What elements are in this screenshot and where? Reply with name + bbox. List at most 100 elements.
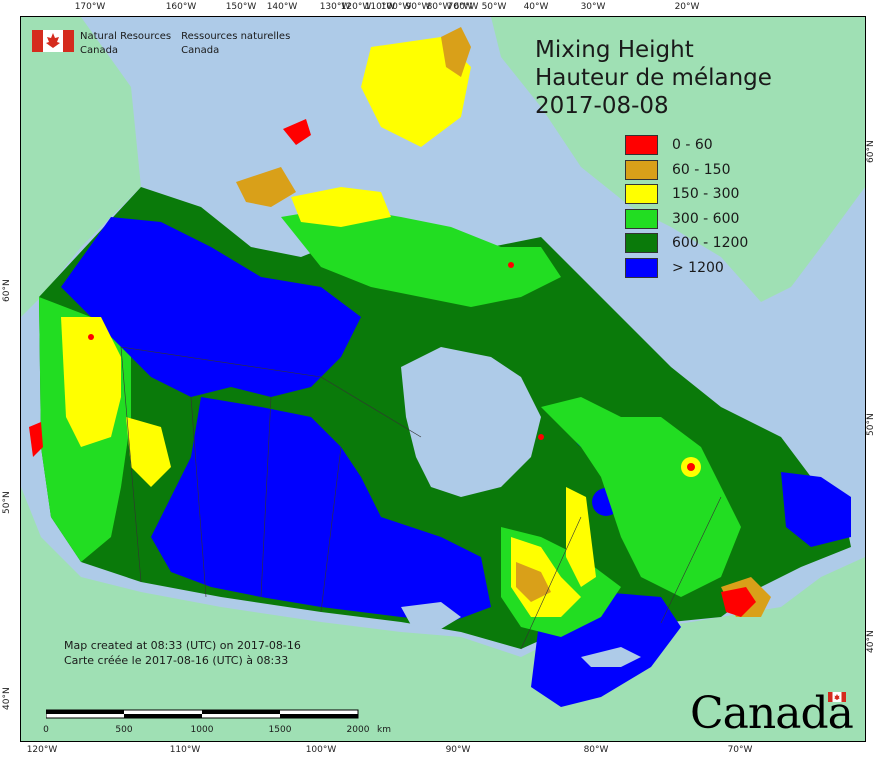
top-tick-label: 40°W: [523, 2, 549, 12]
wordmark-flag-icon: [828, 692, 846, 702]
title-en: Mixing Height: [535, 37, 694, 63]
greenland-land: [491, 17, 865, 302]
department-name-fr-line1: Ressources naturelles: [181, 31, 291, 42]
bottom-tick-label: 70°W: [727, 745, 753, 755]
scale-label: 1500: [268, 725, 292, 735]
creation-note-fr: Carte créée le 2017-08-16 (UTC) à 08:33: [64, 654, 289, 667]
province-border: [120, 346, 422, 438]
province-border: [320, 446, 342, 613]
top-tick-label: 80°W: [426, 2, 452, 12]
legend-item: 600 - 1200: [625, 231, 748, 256]
hudson-bay: [401, 347, 541, 497]
usa-land: [21, 487, 865, 741]
department-name-en-line1: Natural Resources: [80, 31, 172, 42]
department-name-en-line2: Canada: [80, 45, 119, 56]
right-tick-label: 50°N: [866, 413, 876, 436]
province-border: [520, 516, 582, 650]
map-frame: [20, 16, 866, 742]
legend-swatch: [625, 257, 658, 278]
mixing-zone-red-spot: [687, 463, 695, 471]
left-tick-label: 40°N: [2, 687, 12, 710]
department-name-fr-line2: Canada: [181, 45, 220, 56]
legend-swatch: [625, 208, 658, 229]
legend-label: 150 - 300: [672, 186, 740, 203]
mixing-zone-red-spot: [538, 434, 544, 440]
scale-bar: 0 500 1000 1500 2000 km: [43, 704, 391, 737]
canada-wordmark: Canada: [690, 688, 854, 739]
legend-swatch: [625, 159, 658, 180]
legend-item: 0 - 60: [625, 133, 748, 158]
bottom-tick-label: 110°W: [169, 745, 201, 755]
legend: 0 - 60 60 - 150 150 - 300 300 - 600 600 - 12…: [625, 133, 748, 280]
mixing-zone-yellow-arctic: [361, 37, 471, 147]
legend-item: > 1200: [625, 256, 748, 281]
legend-item: 60 - 150: [625, 158, 748, 183]
top-tick-label: 110°W: [364, 2, 396, 12]
legend-label: > 1200: [672, 259, 724, 276]
scale-label: 0: [43, 725, 49, 735]
mixing-zone-yellow-bc: [61, 317, 121, 447]
top-tick-label: 50°W: [481, 2, 507, 12]
province-border: [660, 496, 722, 624]
mixing-zone-yellow-prairie: [126, 417, 171, 487]
mixing-zone-orange-bay: [516, 562, 551, 602]
great-lakes: [581, 647, 641, 667]
province-border: [260, 396, 272, 598]
right-tick-label: 60°N: [866, 140, 876, 163]
left-tick-label: 50°N: [2, 491, 12, 514]
alaska-land: [21, 17, 141, 317]
left-tick-label: 60°N: [2, 279, 12, 302]
top-tick-label: 140°W: [266, 2, 298, 12]
great-lakes: [401, 602, 461, 629]
mixing-zone-blue-northwest: [61, 217, 361, 397]
scale-unit: km: [377, 725, 391, 735]
province-border: [190, 396, 207, 598]
province-border: [120, 346, 142, 583]
legend-item: 150 - 300: [625, 182, 748, 207]
bottom-tick-label: 100°W: [305, 745, 337, 755]
bottom-tick-label: 120°W: [26, 745, 58, 755]
legend-swatch: [625, 184, 658, 205]
top-tick-label: 150°W: [225, 2, 257, 12]
legend-label: 0 - 60: [672, 137, 713, 154]
legend-swatch: [625, 135, 658, 156]
bottom-tick-label: 80°W: [583, 745, 609, 755]
legend-swatch: [625, 233, 658, 254]
scale-bar-graphic: [45, 709, 359, 719]
top-tick-label: 70°W: [447, 2, 473, 12]
legend-label: 300 - 600: [672, 210, 740, 227]
top-tick-label: 60°W: [453, 2, 479, 12]
top-tick-label: 90°W: [405, 2, 431, 12]
canada-flag-icon: [32, 30, 74, 52]
creation-note-en: Map created at 08:33 (UTC) on 2017-08-16: [64, 639, 301, 652]
top-tick-label: 120°W: [340, 2, 372, 12]
legend-label: 60 - 150: [672, 161, 731, 178]
legend-label: 600 - 1200: [672, 235, 749, 252]
top-tick-label: 160°W: [165, 2, 197, 12]
department-signature: Natural Resources Canada Ressources natu…: [32, 30, 300, 58]
mixing-zone-blue-central: [151, 397, 491, 622]
mixing-zone-lightgreen-north: [281, 207, 561, 307]
bottom-tick-label: 90°W: [445, 745, 471, 755]
top-tick-label: 20°W: [674, 2, 700, 12]
right-tick-label: 40°N: [866, 630, 876, 653]
mixing-zone-red-spot: [88, 334, 94, 340]
mixing-zone-yellow-quebec: [566, 487, 596, 587]
title-fr: Hauteur de mélange: [535, 65, 772, 91]
mixing-zone-red-coast: [29, 422, 43, 457]
mixing-zone-blue-maritime: [781, 472, 851, 547]
mixing-zone-red-spot: [508, 262, 514, 268]
legend-item: 300 - 600: [625, 207, 748, 232]
mixing-height-map: [21, 17, 865, 741]
map-title: Mixing Height Hauteur de mélange 2017-08…: [535, 36, 772, 120]
mixing-zone-orange-arctic: [441, 27, 471, 77]
mixing-zone-red-ns: [721, 587, 756, 617]
scale-label: 500: [115, 725, 133, 735]
top-tick-label: 170°W: [74, 2, 106, 12]
map-date: 2017-08-08: [535, 93, 669, 119]
creation-note: Map created at 08:33 (UTC) on 2017-08-16…: [64, 638, 301, 668]
scale-label: 1000: [190, 725, 214, 735]
mixing-zone-orange-arctic2: [236, 167, 296, 207]
top-tick-label: 130°W: [319, 2, 351, 12]
mixing-zone-lightgreen-east: [541, 397, 741, 597]
